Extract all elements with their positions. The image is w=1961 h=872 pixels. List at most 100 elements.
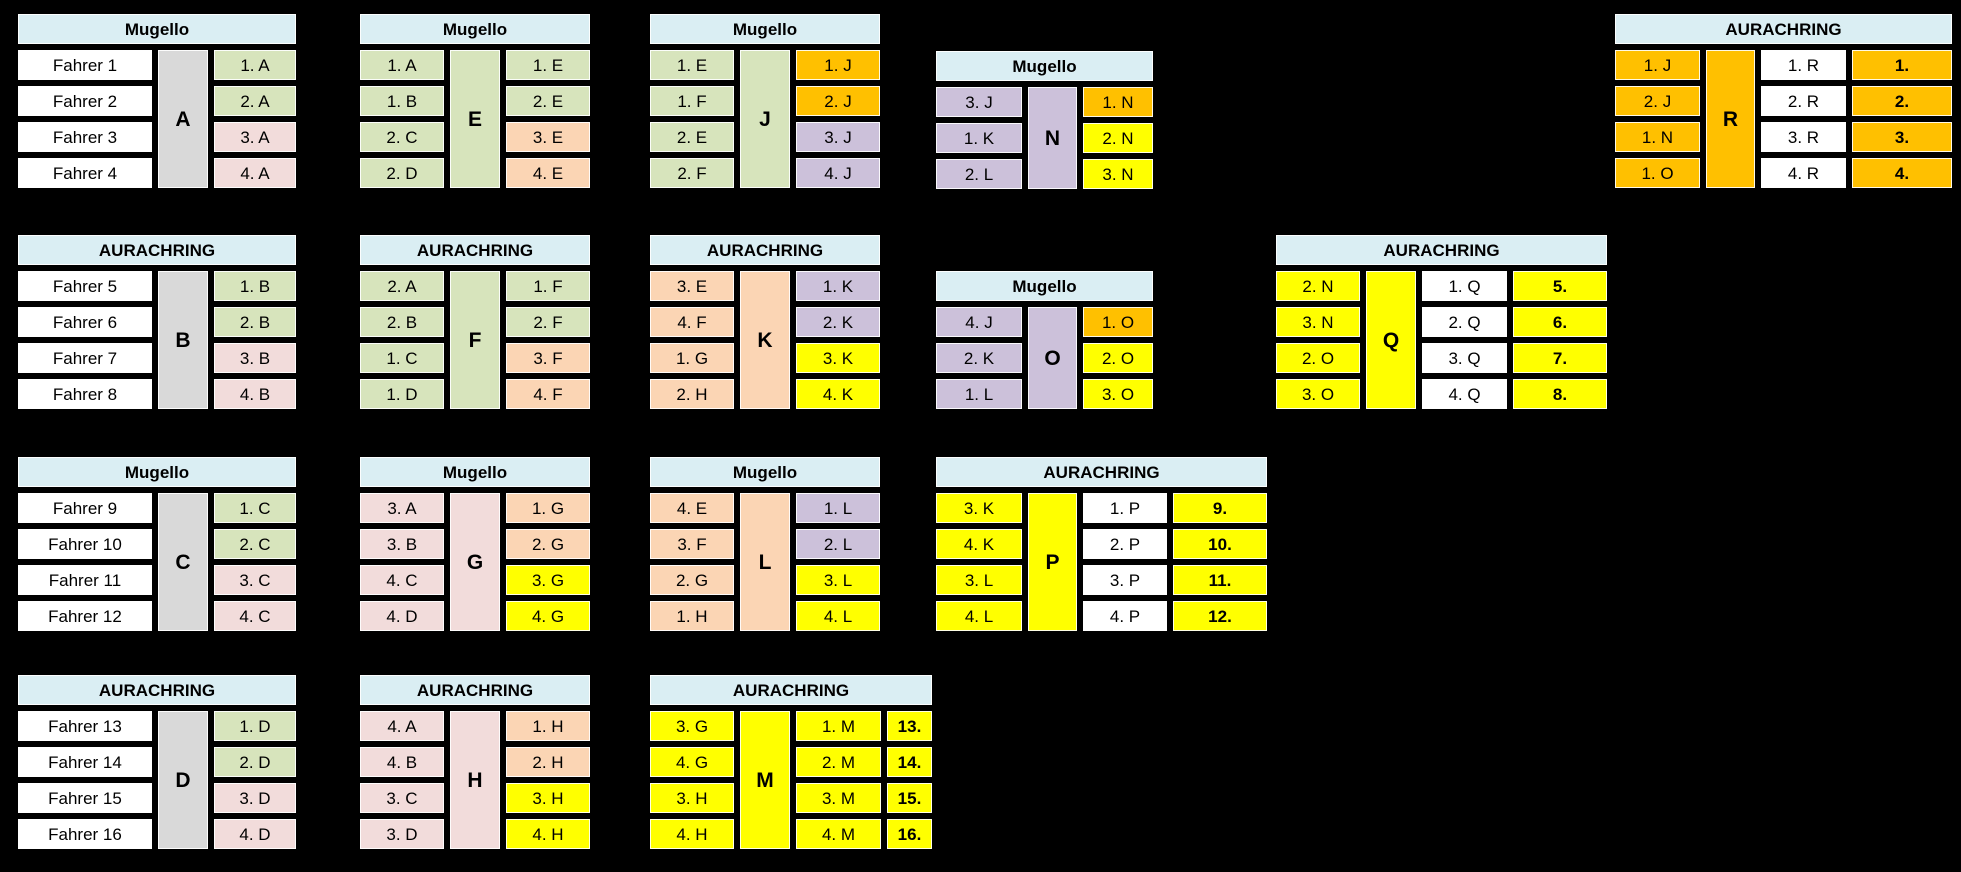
- result-column: 1. N 2. N 3. N: [1080, 84, 1156, 192]
- result-column: 1. Q 2. Q 3. Q 4. Q: [1419, 268, 1510, 412]
- entry-cell: 3. C: [357, 780, 447, 816]
- track-header-G: Mugello: [357, 454, 593, 490]
- result-cell: 2. C: [211, 526, 299, 562]
- result-cell: 1. K: [793, 268, 883, 304]
- entry-cell: 2. K: [933, 340, 1025, 376]
- result-cell: 1. E: [503, 47, 593, 83]
- entry-cell: Fahrer 15: [15, 780, 155, 816]
- result-column: 1. J 2. J 3. J 4. J: [793, 47, 883, 191]
- letter-cell: O: [1025, 304, 1080, 412]
- result-cell: 1. C: [211, 490, 299, 526]
- entry-cell: 2. D: [357, 155, 447, 191]
- result-cell: 4. P: [1080, 598, 1170, 634]
- entry-column: Fahrer 9 Fahrer 10 Fahrer 11 Fahrer 12: [15, 490, 155, 634]
- letter-cell: F: [447, 268, 503, 412]
- result-cell: 1. B: [211, 268, 299, 304]
- result-cell: 3. Q: [1419, 340, 1510, 376]
- result-cell: 1. A: [211, 47, 299, 83]
- rank-cell: 2.: [1849, 83, 1955, 119]
- result-cell: 3. F: [503, 340, 593, 376]
- result-column: 1. L 2. L 3. L 4. L: [793, 490, 883, 634]
- result-cell: 3. D: [211, 780, 299, 816]
- letter-column: P: [1025, 490, 1080, 634]
- rank-cell: 12.: [1170, 598, 1270, 634]
- rank-cell: 11.: [1170, 562, 1270, 598]
- letter-column: O: [1025, 304, 1080, 412]
- letter-column: Q: [1363, 268, 1419, 412]
- entry-cell: 2. A: [357, 268, 447, 304]
- letter-column: E: [447, 47, 503, 191]
- entry-column: 2. N 3. N 2. O 3. O: [1273, 268, 1363, 412]
- entry-cell: 4. D: [357, 598, 447, 634]
- rank-column: 5. 6. 7. 8.: [1510, 268, 1610, 412]
- entry-cell: 1. B: [357, 83, 447, 119]
- entry-cell: 1. J: [1612, 47, 1703, 83]
- entry-column: 3. A 3. B 4. C 4. D: [357, 490, 447, 634]
- result-column: 1. H 2. H 3. H 4. H: [503, 708, 593, 852]
- result-cell: 1. G: [503, 490, 593, 526]
- entry-column: 1. J 2. J 1. N 1. O: [1612, 47, 1703, 191]
- entry-cell: 1. O: [1612, 155, 1703, 191]
- entry-column: 4. J 2. K 1. L: [933, 304, 1025, 412]
- rank-cell: 9.: [1170, 490, 1270, 526]
- letter-column: N: [1025, 84, 1080, 192]
- track-header-D: AURACHRING: [15, 672, 299, 708]
- result-cell: 3. O: [1080, 376, 1156, 412]
- rank-cell: 6.: [1510, 304, 1610, 340]
- result-cell: 2. Q: [1419, 304, 1510, 340]
- result-cell: 1. R: [1758, 47, 1849, 83]
- entry-cell: Fahrer 14: [15, 744, 155, 780]
- result-cell: 3. L: [793, 562, 883, 598]
- rank-cell: 10.: [1170, 526, 1270, 562]
- entry-cell: Fahrer 8: [15, 376, 155, 412]
- result-cell: 4. J: [793, 155, 883, 191]
- entry-column: 3. K 4. K 3. L 4. L: [933, 490, 1025, 634]
- entry-column: 1. A 1. B 2. C 2. D: [357, 47, 447, 191]
- result-cell: 2. A: [211, 83, 299, 119]
- entry-cell: 1. L: [933, 376, 1025, 412]
- entry-cell: 3. A: [357, 490, 447, 526]
- letter-column: R: [1703, 47, 1758, 191]
- entry-cell: 3. K: [933, 490, 1025, 526]
- entry-cell: 1. G: [647, 340, 737, 376]
- heat-table-L: Mugello 4. E 3. F 2. G 1. H L 1. L 2. L 3. L 4. L: [647, 454, 883, 634]
- entry-cell: 4. H: [647, 816, 737, 852]
- result-cell: 2. P: [1080, 526, 1170, 562]
- letter-cell: E: [447, 47, 503, 191]
- result-cell: 4. L: [793, 598, 883, 634]
- letter-column: D: [155, 708, 211, 852]
- entry-cell: 4. G: [647, 744, 737, 780]
- entry-cell: 1. C: [357, 340, 447, 376]
- letter-column: A: [155, 47, 211, 191]
- entry-cell: 4. B: [357, 744, 447, 780]
- result-cell: 2. D: [211, 744, 299, 780]
- entry-cell: 4. K: [933, 526, 1025, 562]
- result-cell: 3. N: [1080, 156, 1156, 192]
- result-column: 1. A 2. A 3. A 4. A: [211, 47, 299, 191]
- rank-cell: 5.: [1510, 268, 1610, 304]
- entry-column: 3. J 1. K 2. L: [933, 84, 1025, 192]
- entry-cell: 1. F: [647, 83, 737, 119]
- rank-column: 1. 2. 3. 4.: [1849, 47, 1955, 191]
- track-header-A: Mugello: [15, 11, 299, 47]
- entry-cell: Fahrer 1: [15, 47, 155, 83]
- letter-column: L: [737, 490, 793, 634]
- entry-cell: 3. B: [357, 526, 447, 562]
- result-column: 1. B 2. B 3. B 4. B: [211, 268, 299, 412]
- letter-cell: K: [737, 268, 793, 412]
- entry-cell: Fahrer 10: [15, 526, 155, 562]
- result-cell: 2. N: [1080, 120, 1156, 156]
- result-cell: 3. E: [503, 119, 593, 155]
- track-header-J: Mugello: [647, 11, 883, 47]
- entry-cell: 4. L: [933, 598, 1025, 634]
- heat-table-O: Mugello 4. J 2. K 1. L O 1. O 2. O 3. O: [933, 268, 1156, 412]
- rank-column: 13. 14. 15. 16.: [884, 708, 935, 852]
- result-cell: 1. D: [211, 708, 299, 744]
- letter-column: H: [447, 708, 503, 852]
- entry-cell: 3. L: [933, 562, 1025, 598]
- track-header-P: AURACHRING: [933, 454, 1270, 490]
- result-cell: 4. B: [211, 376, 299, 412]
- result-cell: 1. N: [1080, 84, 1156, 120]
